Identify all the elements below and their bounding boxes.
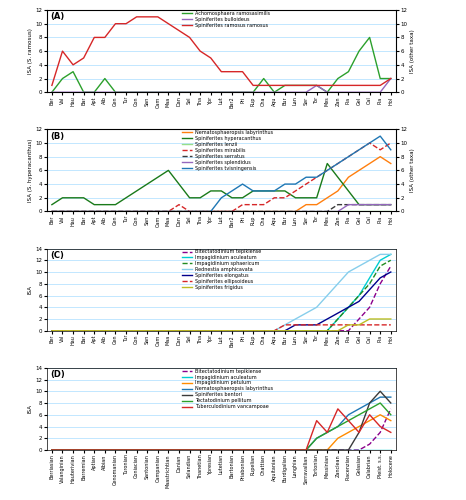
Text: (D): (D) <box>50 370 65 379</box>
Legend: Bitectatodinium tepikiense, Impagidinium aculeatum, Impagidinium petulum, Nemato: Bitectatodinium tepikiense, Impagidinium… <box>182 368 274 410</box>
Y-axis label: ISA: ISA <box>27 404 33 413</box>
Text: (B): (B) <box>50 132 64 140</box>
Y-axis label: ISA (other taxa): ISA (other taxa) <box>410 29 415 73</box>
Legend: Achomosphaera ramosasimilis, Spiniferites bulloideus, Spiniferites ramosus ramos: Achomosphaera ramosasimilis, Spiniferite… <box>182 11 271 28</box>
Legend: Bitectatodinium tepikiense, Impagidinium aculeatum, Impagidinium sphaericum, Red: Bitectatodinium tepikiense, Impagidinium… <box>182 250 262 290</box>
Y-axis label: ISA: ISA <box>27 285 33 294</box>
Y-axis label: ISA (other taxa): ISA (other taxa) <box>410 148 415 192</box>
Legend: Nematosphaeropsis labyrinthus, Spiniferites hyperacanthus, Spiniferites lenzii, : Nematosphaeropsis labyrinthus, Spiniferi… <box>182 130 274 171</box>
Text: (C): (C) <box>50 251 64 260</box>
Y-axis label: ISA (S. ramosus): ISA (S. ramosus) <box>27 28 33 74</box>
Text: (A): (A) <box>50 12 64 22</box>
Y-axis label: ISA (S. hyperacanthus): ISA (S. hyperacanthus) <box>27 138 33 202</box>
